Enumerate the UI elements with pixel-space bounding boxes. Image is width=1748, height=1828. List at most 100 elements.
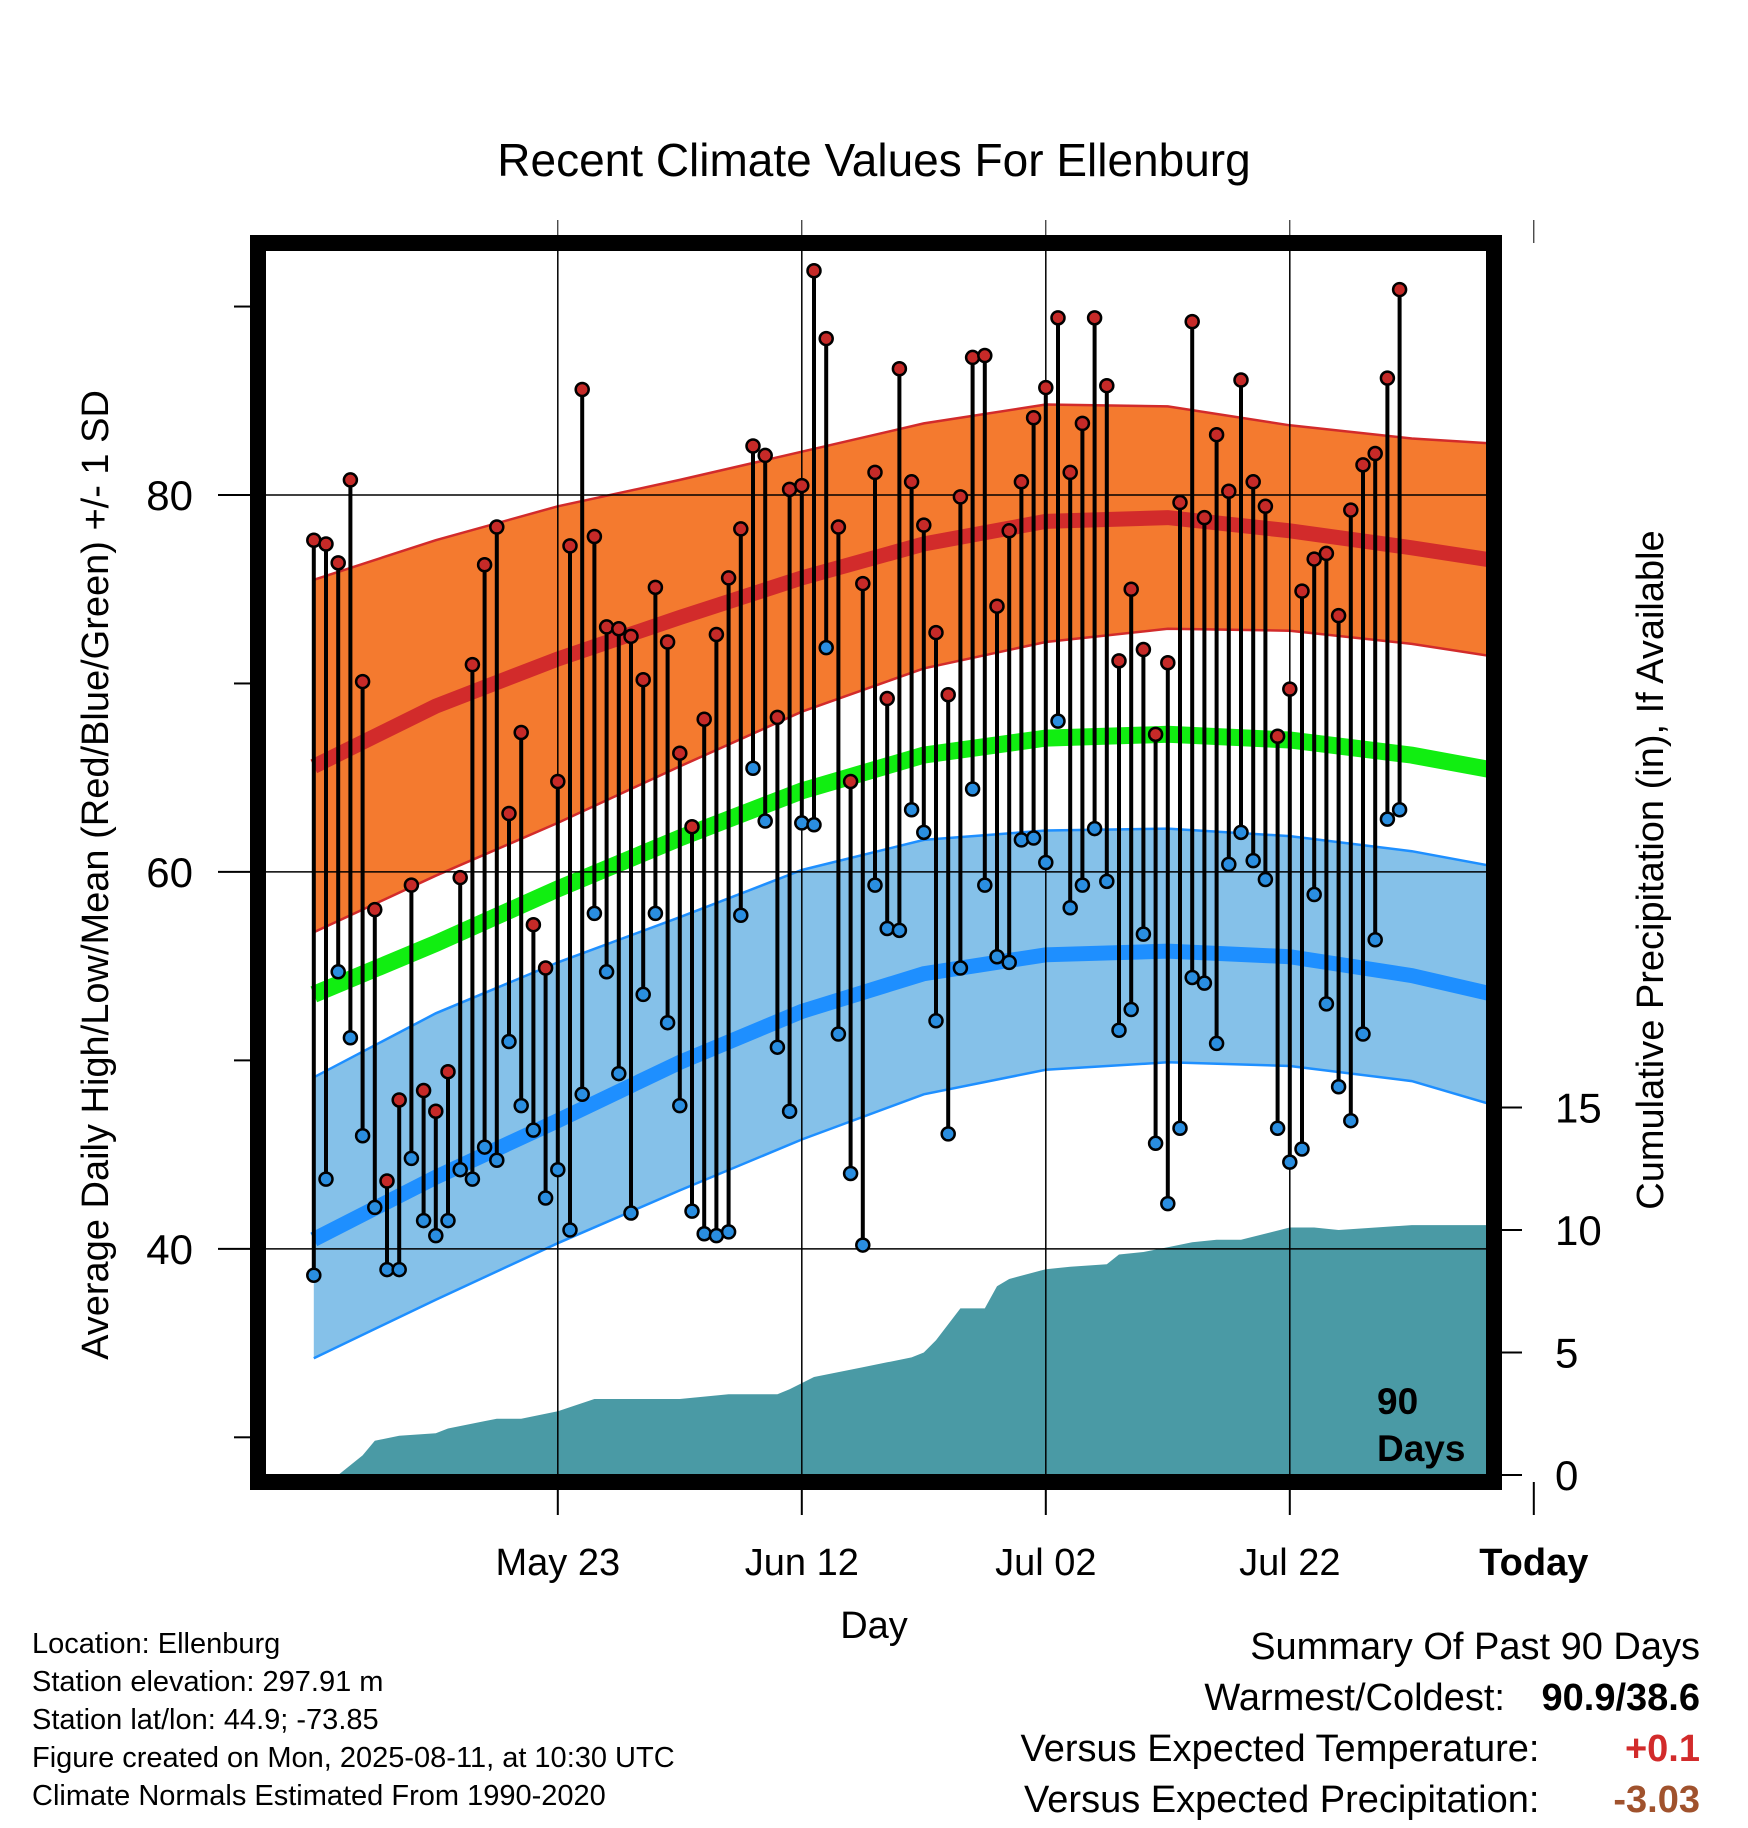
daily-high-point [745,438,761,454]
daily-high-point [842,773,859,790]
y2-tick-label-15: 15 [1555,1085,1602,1132]
daily-high-point [1074,415,1091,432]
daily-low-point [623,1205,639,1221]
daily-high-point [769,709,786,726]
daily-low-point [818,639,834,656]
daily-low-point [1208,1035,1225,1052]
daily-low-point [1160,1195,1176,1212]
daily-high-point [1318,545,1335,562]
daily-low-point [940,1126,956,1142]
daily-low-point [977,877,993,893]
daily-low-point [928,1013,944,1029]
daily-low-point [464,1171,481,1187]
daily-high-point [1221,483,1237,499]
x-tick-label-2: Jul 02 [995,1542,1096,1584]
daily-low-point [562,1222,578,1238]
daily-high-point [574,381,590,398]
daily-high-point [1038,379,1054,396]
daily-low-point [1172,1120,1188,1136]
daily-low-point [1111,1022,1127,1038]
daily-low-point [513,1097,529,1114]
daily-low-point [1099,873,1115,890]
daily-low-point [696,1226,712,1242]
daily-low-point [537,1190,554,1206]
daily-low-point [367,1199,383,1216]
daily-low-point [1025,830,1042,846]
daily-low-point [1294,1141,1310,1157]
daily-high-point [1233,372,1249,388]
daily-low-point [964,781,981,797]
daily-low-point [318,1171,334,1187]
daily-low-point [342,1030,359,1046]
y-tick-label-60: 60 [146,849,193,896]
daily-high-point [428,1103,444,1120]
daily-high-point [440,1063,456,1080]
daily-high-point [1013,474,1030,490]
daily-low-point [757,813,773,829]
daily-low-point [769,1039,786,1055]
daily-high-point [879,690,895,707]
daily-low-point [659,1014,676,1031]
daily-high-point [1306,551,1322,567]
daily-high-point [1257,498,1274,515]
daily-high-point [940,687,956,703]
warmest-value: 90.9/38.6 [1541,1677,1700,1719]
daily-high-point [391,1092,407,1108]
daily-low-point [1050,713,1066,729]
daily-low-point [306,1267,322,1283]
x-tick-label-4: Today [1479,1542,1588,1584]
summary-temp-row: Versus Expected Temperature: +0.1 [1021,1724,1700,1775]
daily-low-point [720,1224,737,1240]
plot-content [265,250,1487,1475]
daily-high-point [379,1173,395,1189]
daily-low-point [1306,886,1322,903]
daily-high-point [1367,445,1383,462]
daily-high-point [525,916,542,933]
daily-high-point [586,528,603,545]
daily-high-point [806,262,822,279]
daily-low-point [1257,871,1274,888]
daily-high-point [1111,653,1127,669]
precip-area [313,1225,1487,1475]
daily-high-point [1099,377,1115,394]
daily-low-point [574,1086,590,1103]
y2-tick-label-0: 0 [1555,1452,1578,1499]
y-tick-label-80: 80 [146,472,193,519]
today-label-line1: 90 [1377,1381,1418,1422]
daily-low-point [1147,1135,1164,1152]
daily-low-point [440,1212,456,1229]
daily-high-point [367,901,383,918]
daily-low-point [598,964,615,980]
daily-high-point [867,464,883,481]
daily-low-point [1269,1120,1286,1136]
daily-low-point [1330,1079,1347,1095]
daily-high-point [818,330,834,347]
high-sd-band-upper-edge [313,403,1487,581]
daily-high-point [342,472,359,488]
elevation-text: Station elevation: 297.91 m [32,1666,384,1698]
x-axis-label: Day [840,1605,908,1647]
daily-high-point [720,570,737,586]
daily-high-point [989,598,1005,614]
daily-low-point [781,1103,798,1120]
daily-high-point [354,673,371,690]
daily-high-point [1269,728,1286,744]
daily-high-point [733,521,749,537]
daily-low-point [1196,975,1213,991]
daily-low-point [879,920,895,937]
station-info: Location: Ellenburg Station elevation: 2… [32,1625,675,1815]
normal-low-line [310,943,1487,1247]
daily-high-point [415,1082,432,1099]
daily-high-point [757,447,773,464]
plot-frame [250,235,1502,1490]
daily-high-point [1330,607,1347,624]
x-tick-label-3: Jul 22 [1239,1542,1340,1584]
daily-low-point [733,907,749,924]
daily-high-point [1172,494,1188,511]
daily-low-point [952,960,969,976]
daily-low-point [489,1152,505,1169]
daily-high-point [696,711,712,728]
daily-low-point [550,1161,566,1178]
daily-low-point [1245,852,1261,869]
daily-high-point [659,634,676,650]
